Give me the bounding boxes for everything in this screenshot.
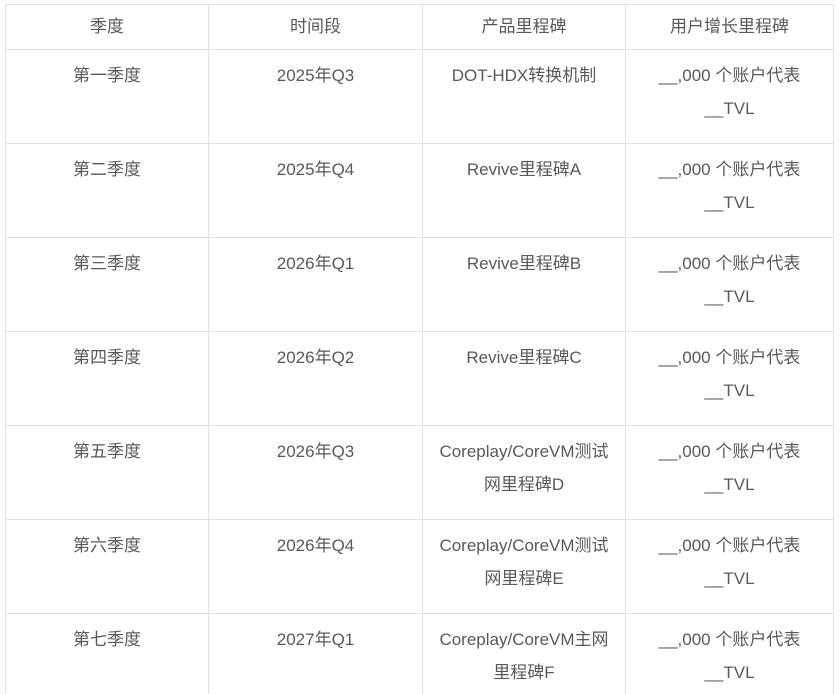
cell-growth-milestone: __,000 个账户代表 __TVL [625, 425, 834, 520]
cell-growth-milestone: __,000 个账户代表 __TVL [625, 331, 834, 426]
cell-period: 2026年Q2 [208, 331, 423, 426]
cell-quarter: 第三季度 [5, 237, 209, 332]
table-row: 第六季度 2026年Q4 Coreplay/CoreVM测试网里程碑E __,0… [5, 519, 834, 614]
cell-product-milestone: Coreplay/CoreVM主网里程碑F [422, 613, 626, 694]
cell-period: 2025年Q3 [208, 49, 423, 144]
cell-growth-milestone: __,000 个账户代表 __TVL [625, 613, 834, 694]
cell-growth-milestone: __,000 个账户代表 __TVL [625, 143, 834, 238]
table-row: 第二季度 2025年Q4 Revive里程碑A __,000 个账户代表 __T… [5, 143, 834, 238]
cell-period: 2027年Q1 [208, 613, 423, 694]
cell-product-milestone: Coreplay/CoreVM测试网里程碑E [422, 519, 626, 614]
table-row: 第三季度 2026年Q1 Revive里程碑B __,000 个账户代表 __T… [5, 237, 834, 332]
cell-quarter: 第二季度 [5, 143, 209, 238]
cell-quarter: 第六季度 [5, 519, 209, 614]
table-row: 第五季度 2026年Q3 Coreplay/CoreVM测试网里程碑D __,0… [5, 425, 834, 520]
table-header-row: 季度 时间段 产品里程碑 用户增长里程碑 [5, 4, 834, 50]
table-row: 第一季度 2025年Q3 DOT-HDX转换机制 __,000 个账户代表 __… [5, 49, 834, 144]
cell-product-milestone: Revive里程碑C [422, 331, 626, 426]
cell-growth-milestone: __,000 个账户代表 __TVL [625, 237, 834, 332]
table-row: 第七季度 2027年Q1 Coreplay/CoreVM主网里程碑F __,00… [5, 613, 834, 694]
cell-quarter: 第五季度 [5, 425, 209, 520]
milestone-table: 季度 时间段 产品里程碑 用户增长里程碑 第一季度 2025年Q3 DOT-HD… [5, 4, 834, 694]
table-row: 第四季度 2026年Q2 Revive里程碑C __,000 个账户代表 __T… [5, 331, 834, 426]
cell-growth-milestone: __,000 个账户代表 __TVL [625, 519, 834, 614]
column-header-period: 时间段 [208, 4, 423, 50]
cell-quarter: 第四季度 [5, 331, 209, 426]
cell-quarter: 第一季度 [5, 49, 209, 144]
column-header-quarter: 季度 [5, 4, 209, 50]
cell-period: 2025年Q4 [208, 143, 423, 238]
cell-product-milestone: Coreplay/CoreVM测试网里程碑D [422, 425, 626, 520]
cell-product-milestone: DOT-HDX转换机制 [422, 49, 626, 144]
cell-period: 2026年Q1 [208, 237, 423, 332]
column-header-growth-milestone: 用户增长里程碑 [625, 4, 834, 50]
cell-product-milestone: Revive里程碑B [422, 237, 626, 332]
cell-period: 2026年Q4 [208, 519, 423, 614]
cell-period: 2026年Q3 [208, 425, 423, 520]
column-header-product-milestone: 产品里程碑 [422, 4, 626, 50]
cell-product-milestone: Revive里程碑A [422, 143, 626, 238]
cell-quarter: 第七季度 [5, 613, 209, 694]
cell-growth-milestone: __,000 个账户代表 __TVL [625, 49, 834, 144]
